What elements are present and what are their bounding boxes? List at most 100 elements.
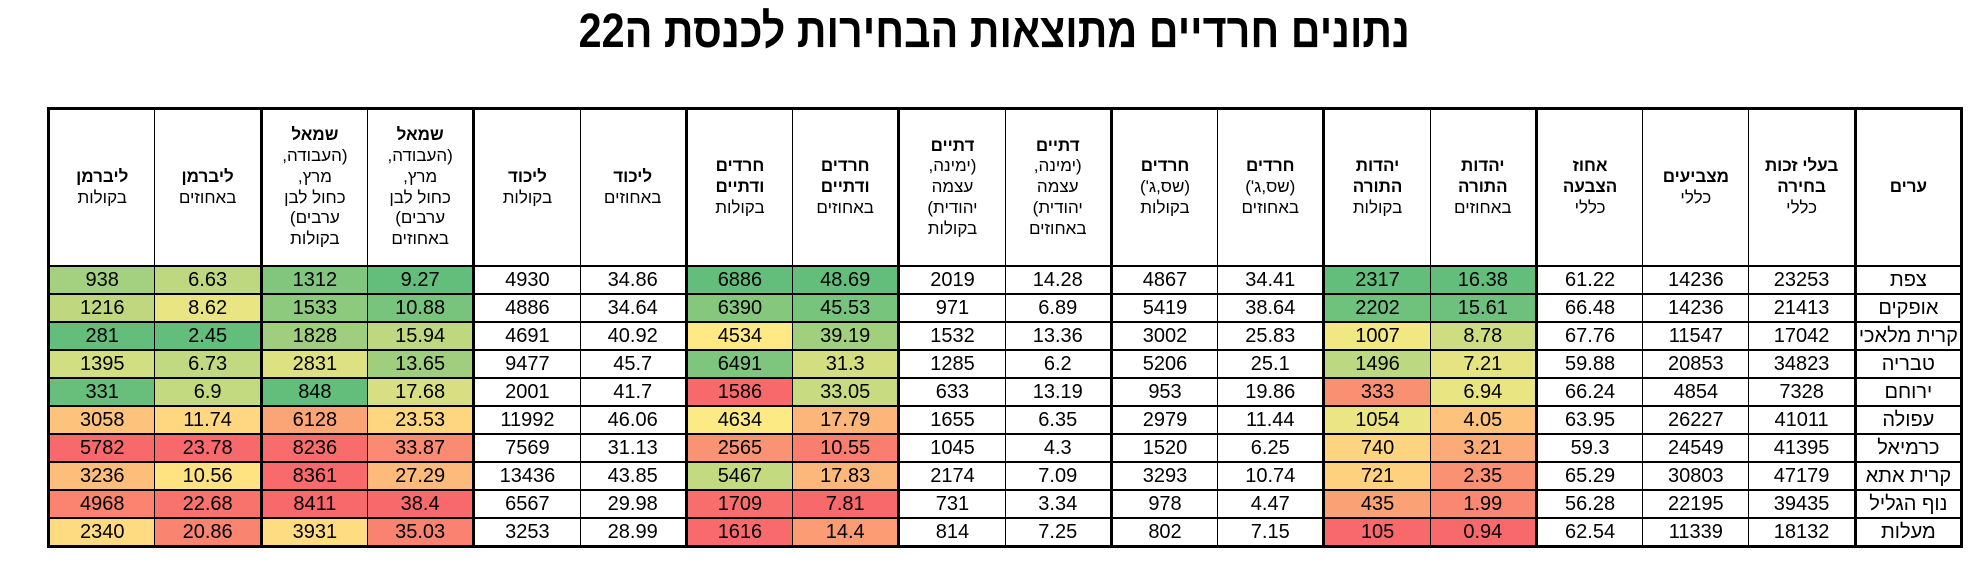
- table-row: כרמיאל 41395 24549 59.3 3.21 740 6.25 1520 4.3 10…: [47, 433, 1963, 463]
- value-cell-utj_votes: 740: [1322, 433, 1431, 463]
- table-row: מעלות 18132 11339 62.54 0.94 105 7.15 802 7.25 81…: [47, 517, 1963, 548]
- value-cell-utj_votes: 2317: [1322, 265, 1431, 295]
- value-cell-liberman_pct: 6.73: [154, 349, 262, 379]
- value-cell-likud_votes: 7569: [472, 433, 581, 463]
- value-cell-left_pct: 35.03: [367, 517, 475, 548]
- value-cell-har_dat_votes: 1616: [684, 517, 794, 548]
- value-cell-utj_pct: 15.61: [1429, 293, 1537, 323]
- value-cell-liberman_pct: 8.62: [154, 293, 262, 323]
- value-cell-haredim_votes: 5206: [1109, 349, 1219, 379]
- col-header-title: דתיים: [1035, 135, 1080, 155]
- value-cell-turnout_total: 66.48: [1534, 293, 1644, 323]
- col-header-likud_pct: ליכוד באחוזים: [579, 107, 687, 267]
- value-cell-datiim_pct: 6.2: [1004, 349, 1112, 379]
- value-cell-left_votes: 1828: [259, 321, 369, 351]
- value-cell-datiim_pct: 6.35: [1004, 405, 1112, 435]
- value-cell-har_dat_votes: 2565: [684, 433, 794, 463]
- col-header-turnout_total: אחוז הצבעה כללי: [1534, 107, 1644, 267]
- value-cell-left_pct: 38.4: [367, 489, 475, 519]
- value-cell-liberman_pct: 2.45: [154, 321, 262, 351]
- value-cell-datiim_pct: 3.34: [1004, 489, 1112, 519]
- col-header-title: חרדים: [1245, 156, 1295, 176]
- value-cell-left_pct: 13.65: [367, 349, 475, 379]
- col-header-title: אחוז הצבעה: [1562, 156, 1618, 197]
- value-cell-haredim_pct: 4.47: [1217, 489, 1325, 519]
- value-cell-datiim_pct: 4.3: [1004, 433, 1112, 463]
- value-cell-datiim_pct: 7.25: [1004, 517, 1112, 548]
- value-cell-liberman_votes: 331: [47, 377, 156, 407]
- value-cell-utj_pct: 6.94: [1429, 377, 1537, 407]
- value-cell-voters_total: 22195: [1642, 489, 1750, 519]
- value-cell-utj_votes: 435: [1322, 489, 1431, 519]
- col-header-haredim_votes: חרדים (שס,ג') בקולות: [1109, 107, 1219, 267]
- col-header-subtitle: בקולות: [502, 187, 553, 207]
- value-cell-liberman_votes: 4968: [47, 489, 156, 519]
- page-title: נתונים חרדיים מתוצאות הבחירות לכנסת ה22: [578, 5, 1410, 58]
- col-header-utj_pct: יהדות התורה באחוזים: [1429, 107, 1537, 267]
- col-header-title: שמאל: [396, 125, 444, 145]
- value-cell-likud_pct: 34.86: [579, 265, 687, 295]
- value-cell-likud_pct: 34.64: [579, 293, 687, 323]
- value-cell-utj_pct: 0.94: [1429, 517, 1537, 548]
- value-cell-haredim_votes: 3002: [1109, 321, 1219, 351]
- value-cell-liberman_pct: 20.86: [154, 517, 262, 548]
- table-row: ירוחם 7328 4854 66.24 6.94 333 19.86 953 13.19 63…: [47, 377, 1963, 407]
- value-cell-voters_total: 26227: [1642, 405, 1750, 435]
- col-header-title: ליברמן: [76, 166, 129, 186]
- value-cell-haredim_pct: 11.44: [1217, 405, 1325, 435]
- value-cell-liberman_pct: 10.56: [154, 461, 262, 491]
- value-cell-likud_votes: 4691: [472, 321, 581, 351]
- value-cell-eligible_total: 21413: [1748, 293, 1856, 323]
- value-cell-har_dat_votes: 4634: [684, 405, 794, 435]
- value-cell-voters_total: 11547: [1642, 321, 1750, 351]
- col-header-subtitle: באחוזים: [816, 197, 874, 217]
- value-cell-har_dat_pct: 17.83: [792, 461, 900, 491]
- value-cell-haredim_votes: 802: [1109, 517, 1219, 548]
- value-cell-har_dat_pct: 33.05: [792, 377, 900, 407]
- value-cell-datiim_pct: 13.36: [1004, 321, 1112, 351]
- value-cell-likud_votes: 2001: [472, 377, 581, 407]
- value-cell-haredim_votes: 978: [1109, 489, 1219, 519]
- city-cell: קרית אתא: [1853, 461, 1963, 491]
- value-cell-har_dat_votes: 6491: [684, 349, 794, 379]
- value-cell-utj_pct: 8.78: [1429, 321, 1537, 351]
- value-cell-eligible_total: 17042: [1748, 321, 1856, 351]
- value-cell-datiim_pct: 13.19: [1004, 377, 1112, 407]
- value-cell-likud_votes: 4886: [472, 293, 581, 323]
- value-cell-datiim_pct: 14.28: [1004, 265, 1112, 295]
- value-cell-datiim_votes: 1532: [897, 321, 1006, 351]
- value-cell-turnout_total: 61.22: [1534, 265, 1644, 295]
- city-cell: עפולה: [1853, 405, 1963, 435]
- col-header-subtitle: באחוזים: [603, 187, 662, 207]
- col-header-datiim_pct: דתיים (ימינה, עצמה יהודית) באחוזים: [1004, 107, 1112, 267]
- value-cell-likud_votes: 4930: [472, 265, 581, 295]
- value-cell-datiim_votes: 2019: [897, 265, 1006, 295]
- value-cell-liberman_pct: 6.63: [154, 265, 262, 295]
- value-cell-left_votes: 1533: [259, 293, 369, 323]
- value-cell-left_votes: 8411: [259, 489, 369, 519]
- value-cell-har_dat_votes: 6390: [684, 293, 794, 323]
- col-header-left_votes: שמאל (העבודה, מרץ, כחול לבן ערבים) בקולות: [259, 107, 369, 267]
- value-cell-liberman_votes: 281: [47, 321, 156, 351]
- value-cell-utj_votes: 1054: [1322, 405, 1431, 435]
- value-cell-voters_total: 30803: [1642, 461, 1750, 491]
- value-cell-har_dat_votes: 6886: [684, 265, 794, 295]
- value-cell-voters_total: 24549: [1642, 433, 1750, 463]
- value-cell-left_votes: 8361: [259, 461, 369, 491]
- value-cell-utj_pct: 3.21: [1429, 433, 1537, 463]
- city-cell: נוף הגליל: [1853, 489, 1963, 519]
- value-cell-likud_pct: 46.06: [579, 405, 687, 435]
- value-cell-likud_votes: 13436: [472, 461, 581, 491]
- value-cell-har_dat_pct: 39.19: [792, 321, 900, 351]
- value-cell-datiim_votes: 1655: [897, 405, 1006, 435]
- table-row: נוף הגליל 39435 22195 56.28 1.99 435 4.47 978 3.…: [47, 489, 1963, 519]
- value-cell-eligible_total: 39435: [1748, 489, 1856, 519]
- col-header-subtitle: באחוזים: [1454, 197, 1512, 217]
- value-cell-liberman_pct: 6.9: [154, 377, 262, 407]
- value-cell-liberman_pct: 11.74: [154, 405, 262, 435]
- value-cell-utj_pct: 1.99: [1429, 489, 1537, 519]
- value-cell-eligible_total: 18132: [1748, 517, 1856, 548]
- value-cell-har_dat_pct: 10.55: [792, 433, 900, 463]
- col-header-eligible_total: בעלי זכות בחירה כללי: [1748, 107, 1856, 267]
- value-cell-likud_pct: 29.98: [579, 489, 687, 519]
